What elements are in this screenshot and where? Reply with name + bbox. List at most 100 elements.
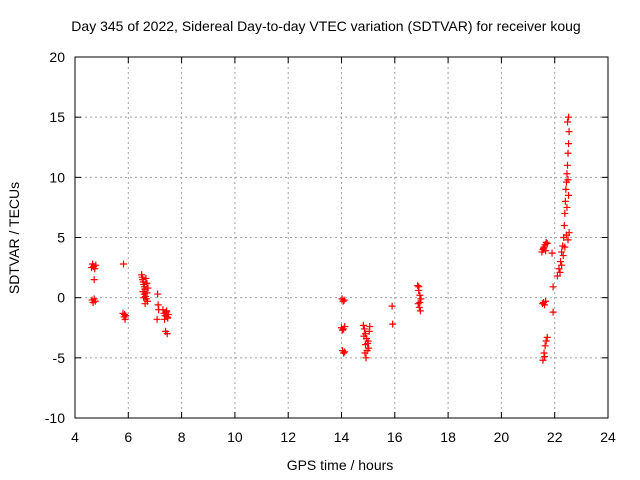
data-point-marker	[163, 330, 171, 338]
data-point-marker	[553, 272, 561, 280]
data-point-marker	[539, 356, 547, 364]
x-tick-label: 20	[494, 429, 510, 445]
data-point-marker	[561, 243, 569, 251]
data-point-marker	[565, 191, 573, 199]
data-point-marker	[561, 209, 569, 217]
data-point-marker	[562, 185, 570, 193]
data-point-marker	[366, 323, 374, 331]
data-point-marker	[143, 279, 151, 287]
y-tick-label: 20	[49, 49, 65, 65]
y-axis-label: SDTVAR / TECUs	[6, 182, 22, 294]
data-point-marker	[542, 297, 550, 305]
x-tick-label: 24	[600, 429, 616, 445]
data-point-marker	[164, 314, 172, 322]
data-point-marker	[417, 295, 425, 303]
data-point-marker	[542, 247, 550, 255]
data-point-marker	[389, 320, 397, 328]
data-point-marker	[563, 170, 571, 178]
data-point-marker	[564, 176, 572, 184]
data-point-marker	[121, 311, 129, 319]
data-point-marker	[388, 302, 396, 310]
data-point-marker	[541, 353, 549, 361]
data-point-marker	[154, 290, 162, 298]
data-point-marker	[364, 337, 372, 345]
data-point-marker	[563, 118, 571, 126]
x-tick-label: 10	[227, 429, 243, 445]
data-point-marker	[341, 348, 349, 356]
data-point-marker	[549, 308, 557, 316]
data-point-marker	[91, 297, 99, 305]
data-point-marker	[141, 300, 149, 308]
data-points	[88, 113, 573, 364]
data-point-marker	[153, 315, 161, 323]
x-axis-label: GPS time / hours	[287, 457, 394, 473]
axes	[74, 56, 609, 419]
data-point-marker	[558, 261, 566, 269]
data-point-marker	[142, 274, 150, 282]
data-point-marker	[565, 229, 573, 237]
y-tick-label: 10	[49, 169, 65, 185]
data-point-marker	[541, 301, 549, 309]
data-point-marker	[90, 276, 98, 284]
data-point-marker	[122, 312, 130, 320]
data-point-marker	[563, 161, 571, 169]
y-tick-label: -5	[53, 350, 66, 366]
data-point-marker	[561, 197, 569, 205]
x-tick-label: 4	[71, 429, 79, 445]
data-point-marker	[415, 283, 423, 291]
grid-lines	[75, 57, 608, 418]
chart-title: Day 345 of 2022, Sidereal Day-to-day VTE…	[71, 18, 580, 34]
data-point-marker	[339, 297, 347, 305]
x-tick-label: 8	[178, 429, 186, 445]
data-point-marker	[359, 321, 367, 329]
x-tick-label: 22	[547, 429, 563, 445]
data-point-marker	[541, 342, 549, 350]
data-point-marker	[560, 221, 568, 229]
data-point-marker	[361, 341, 369, 349]
data-point-marker	[416, 307, 424, 315]
data-point-marker	[416, 291, 424, 299]
data-point-marker	[542, 337, 550, 345]
data-point-marker	[144, 284, 152, 292]
data-point-marker	[143, 289, 151, 297]
data-point-marker	[558, 248, 566, 256]
data-point-marker	[363, 347, 371, 355]
data-point-marker	[565, 140, 573, 148]
data-point-marker	[414, 300, 422, 308]
data-point-marker	[360, 332, 368, 340]
data-point-marker	[340, 296, 348, 304]
data-point-marker	[563, 203, 571, 211]
data-point-marker	[555, 265, 563, 273]
data-point-marker	[339, 326, 347, 334]
data-point-marker	[161, 315, 169, 323]
data-point-marker	[548, 249, 556, 257]
data-point-marker	[416, 298, 424, 306]
data-point-marker	[549, 283, 557, 291]
data-point-marker	[543, 333, 551, 341]
data-point-marker	[341, 323, 349, 331]
y-tick-label: -10	[45, 410, 65, 426]
data-point-marker	[163, 307, 171, 315]
data-point-marker	[92, 261, 100, 269]
data-point-marker	[120, 260, 128, 268]
data-point-marker	[564, 236, 572, 244]
x-tick-label: 16	[387, 429, 403, 445]
data-point-marker	[414, 282, 422, 290]
data-point-marker	[543, 240, 551, 248]
x-tick-label: 6	[124, 429, 132, 445]
data-point-marker	[564, 149, 572, 157]
plot-frame	[74, 56, 609, 419]
data-point-marker	[559, 252, 567, 260]
tick-labels: 4 6 8 10 12 14 16 18 20 22 24 -10 -5 0 5 10 15 20	[45, 49, 616, 445]
data-point-marker	[542, 238, 550, 246]
data-point-marker	[360, 325, 368, 333]
y-tick-label: 0	[57, 290, 65, 306]
data-point-marker	[91, 265, 99, 273]
data-point-marker	[557, 258, 565, 266]
data-point-marker	[565, 128, 573, 136]
x-tick-label: 14	[334, 429, 350, 445]
data-point-marker	[556, 268, 564, 276]
y-tick-label: 5	[57, 230, 65, 246]
y-tick-label: 15	[49, 109, 65, 125]
